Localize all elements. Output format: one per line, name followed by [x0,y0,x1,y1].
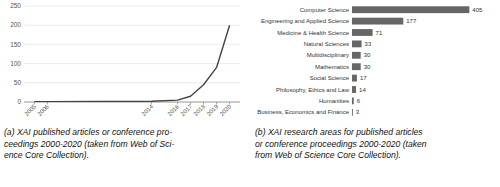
plot-marks [352,6,469,115]
data-label: 177 [406,18,417,24]
x-tick-label: 2014 [141,103,155,117]
data-label: 14 [359,87,366,93]
bar [352,63,361,70]
data-label: 17 [360,75,367,81]
x-tick-label: 2016 [167,103,181,117]
caption: (a) XAI published articles or conference… [4,127,175,160]
y-tick-label: 100 [10,60,21,67]
y-tick-label: 50 [14,79,22,86]
data-label: 33 [365,41,372,47]
x-tick-label: 2005 [23,103,37,117]
data-label: 6 [357,98,361,104]
x-tick [203,102,204,105]
data-label: 30 [364,64,371,70]
category-label: Humanities [319,98,349,104]
x-tick [151,102,152,105]
x-tick [177,102,178,105]
bar [352,75,357,82]
caption-line: ence Core Collection). [4,150,89,160]
data-label: 3 [356,109,360,115]
x-tick [47,102,48,105]
line [34,25,229,101]
y-tick-label: 150 [10,41,21,48]
caption: (b) XAI research areas for published art… [255,127,427,160]
category-label: Medicine & Health Science [277,30,349,36]
bar [352,40,362,47]
grid-line [24,82,240,83]
data-label: 405 [472,7,483,13]
x-tick-label: 2020 [219,103,233,117]
bar [352,97,354,104]
caption-line: or conference proceedings 2000-2020 (tak… [255,139,427,149]
x-tick [190,102,191,105]
bar [352,52,361,59]
data-label: 71 [376,30,383,36]
grid-line [24,63,240,64]
grid-line [24,25,240,26]
bar [352,29,373,36]
x-tick-label: 2018 [193,103,207,117]
y-tick-label: 250 [10,2,21,9]
caption-line: ceedings 2000-2020 (taken from Web of Sc… [4,139,175,149]
category-label: Social Science [310,75,350,81]
category-label: Computer Science [300,7,350,13]
x-tick [229,102,230,105]
category-label: Mathematics [315,64,349,70]
plot-marks [34,25,229,101]
bar [352,18,403,25]
bar-chart: 405 Computer Science 177 Engineering and Ap… [257,6,483,115]
caption-line: (a) XAI published articles or conference… [4,127,172,137]
y-tick-label: 200 [10,21,21,28]
y-tick-label: 0 [17,98,21,105]
x-tick-label: 2006 [36,103,50,117]
x-tick [216,102,217,105]
grid-line [24,44,240,45]
x-tick-label: 2017 [180,103,194,117]
category-label: Business, Economics and Finance [257,109,349,115]
grid-line [24,6,240,7]
bar [352,109,353,116]
caption-line: (b) XAI research areas for published art… [255,127,423,137]
data-label: 30 [364,52,371,58]
line-chart: 0501001502002502005200620142016201720182… [10,2,240,117]
category-label: Engineering and Applied Science [261,18,350,24]
category-label: Natural Sciences [304,41,349,47]
category-label: Philosophy, Ethics and Law [276,87,350,93]
x-tick [34,102,35,105]
caption-line: from Web of Science Core Collection). [255,150,401,160]
category-label: Multidisciplinary [307,52,349,58]
chart-canvas: 0501001502002502005200620142016201720182… [0,0,500,187]
bar [352,86,356,93]
x-tick-label: 2019 [206,103,220,117]
bar [352,6,469,13]
